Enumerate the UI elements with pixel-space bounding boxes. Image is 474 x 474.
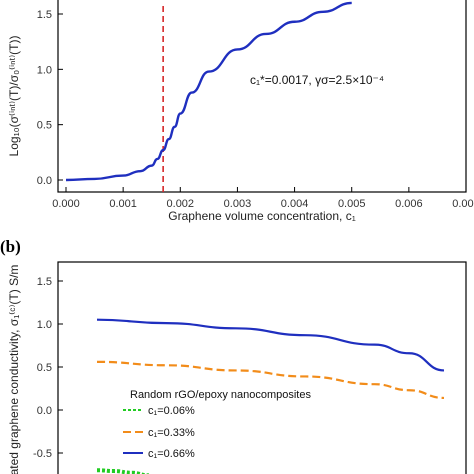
- x-tick-label: 0.000: [52, 198, 80, 210]
- panel-a-annotation: c₁*=0.0017, γσ=2.5×10⁻⁴: [250, 73, 384, 87]
- panel-b-series: [96, 318, 445, 474]
- panel-b-y-ticks: -0.5 0.0 0.5 1.0 1.5: [33, 276, 63, 460]
- y-tick-label: -0.5: [33, 448, 52, 460]
- series-line-1: [96, 360, 445, 400]
- y-tick-label: 1.0: [37, 64, 52, 76]
- legend-entry-0: c₁=0.06%: [148, 405, 195, 417]
- y-tick-label: 0.0: [37, 405, 52, 417]
- panel-a-y-axis-label: Log₁₀(σ⁽ⁱⁿᵗ⁾(T)/σ₀⁽ⁱⁿᵗ⁾(T)): [7, 36, 21, 157]
- y-tick-label: 0.5: [37, 362, 52, 374]
- x-tick-label: 0.005: [338, 198, 366, 210]
- legend-entry-2: c₁=0.66%: [148, 448, 195, 460]
- y-tick-label: 1.5: [37, 9, 52, 21]
- x-tick-label: 0.003: [224, 198, 252, 210]
- legend: c₁=0.06% c₁=0.33% c₁=0.66%: [123, 405, 195, 460]
- x-tick-label: 0.001: [109, 198, 137, 210]
- panel-b: (b) -0.5 0.0 0.5 1.0 1.5 Random rGO/epoxy na…: [0, 237, 467, 474]
- panel-b-y-axis-label: ated graphene conductivity, σ₁⁽ᶜ⁾(T) S/m: [7, 265, 21, 474]
- panel-a-x-ticks: 0.000 0.001 0.002 0.003 0.004 0.005 0.006 0.007: [52, 187, 474, 210]
- y-tick-label: 1.5: [37, 276, 52, 288]
- panel-a: 0.00.51.01.5 0.000 0.001 0.002 0.003 0.004 0.…: [7, 0, 474, 223]
- panel-b-label: (b): [0, 237, 21, 256]
- percolation-curve: [65, 1, 352, 182]
- panel-a-y-ticks: 0.0 0.5 1.0 1.5: [37, 9, 63, 187]
- x-tick-label: 0.006: [395, 198, 423, 210]
- panel-a-x-axis-label: Graphene volume concentration, c₁: [168, 209, 356, 223]
- x-tick-label: 0.002: [167, 198, 195, 210]
- series-line-0: [96, 468, 150, 474]
- series-line-2: [96, 318, 445, 372]
- panel-a-frame: [57, 0, 467, 193]
- x-tick-label: 0.004: [281, 198, 309, 210]
- legend-title: Random rGO/epoxy nanocomposites: [130, 389, 311, 401]
- panel-b-frame: [57, 261, 467, 474]
- legend-entry-1: c₁=0.33%: [148, 427, 195, 439]
- y-tick-label: 0.0: [37, 175, 52, 187]
- x-tick-label: 0.007: [452, 198, 474, 210]
- y-tick-label: 0.5: [37, 120, 52, 132]
- y-tick-label: 1.0: [37, 319, 52, 331]
